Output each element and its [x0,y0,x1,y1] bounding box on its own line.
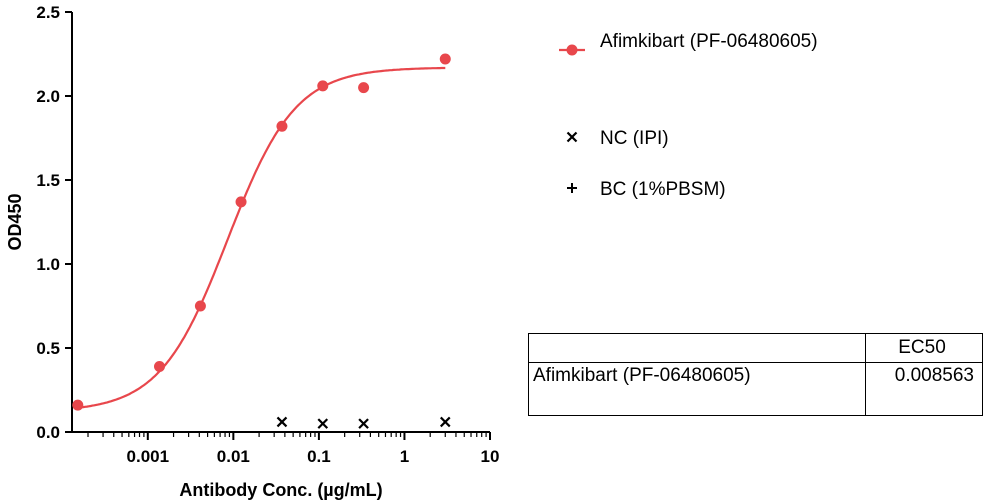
y-tick-label: 1.0 [36,255,60,274]
data-points [72,53,451,429]
table-header-cell [528,333,866,363]
legend-label: NC (IPI) [600,128,669,149]
y-tick-label: 2.5 [36,3,60,22]
legend-item: BC (1%PBSM) [567,179,726,200]
x-tick-label: 0.001 [127,447,170,466]
y-tick-label: 0.0 [36,423,60,442]
legend-label: BC (1%PBSM) [600,179,726,200]
x-marker-stroke [439,416,451,428]
x-axis-title: Antibody Conc. (µg/mL) [179,480,382,500]
data-point [235,196,247,208]
y-tick-label: 2.0 [36,87,60,106]
data-point [317,80,329,92]
legend-marker [566,131,578,143]
data-point [358,82,370,94]
x-axis-ticks: 0.001 0.01 0.1 1 10 [87,432,500,466]
data-point [439,53,451,65]
fit-curve [77,66,446,409]
x-marker-stroke [566,131,578,143]
table-header-row: EC50 [528,333,983,363]
legend-item: NC (IPI) [566,128,669,149]
x-tick-label: 0.01 [217,447,250,466]
legend-label: Afimkibart (PF-06480605) [600,31,818,52]
data-point [317,418,329,429]
table-row: Afimkibart (PF-06480605) 0.008563 [528,362,983,416]
legend-item: Afimkibart (PF-06480605) [559,31,818,56]
table-header-ec50: EC50 [865,333,983,363]
x-marker-stroke [276,416,288,428]
x-marker-stroke [358,418,369,429]
table-cell-ec50: 0.008563 [865,362,983,416]
ec50-table: EC50 Afimkibart (PF-06480605) 0.008563 [528,333,983,416]
chart-axes [71,12,490,433]
x-marker-stroke [317,418,329,429]
data-point [439,416,451,428]
y-tick-label: 1.5 [36,171,60,190]
data-point [358,418,369,429]
legend-marker [567,183,577,193]
data-point [194,300,206,312]
data-point [153,360,165,372]
legend: Afimkibart (PF-06480605) NC (IPI) BC (1%PB… [559,31,818,200]
x-tick-label: 10 [481,447,500,466]
data-point [276,416,288,428]
data-point [276,120,288,132]
x-tick-label: 0.1 [307,447,331,466]
y-axis-ticks: 0.0 0.5 1.0 1.5 2.0 2.5 [36,3,72,442]
table-cell-name: Afimkibart (PF-06480605) [528,362,866,416]
y-axis-title: OD450 [5,193,25,250]
legend-marker [566,44,578,56]
y-tick-label: 0.5 [36,339,60,358]
data-point [72,399,84,411]
x-tick-label: 1 [400,447,409,466]
